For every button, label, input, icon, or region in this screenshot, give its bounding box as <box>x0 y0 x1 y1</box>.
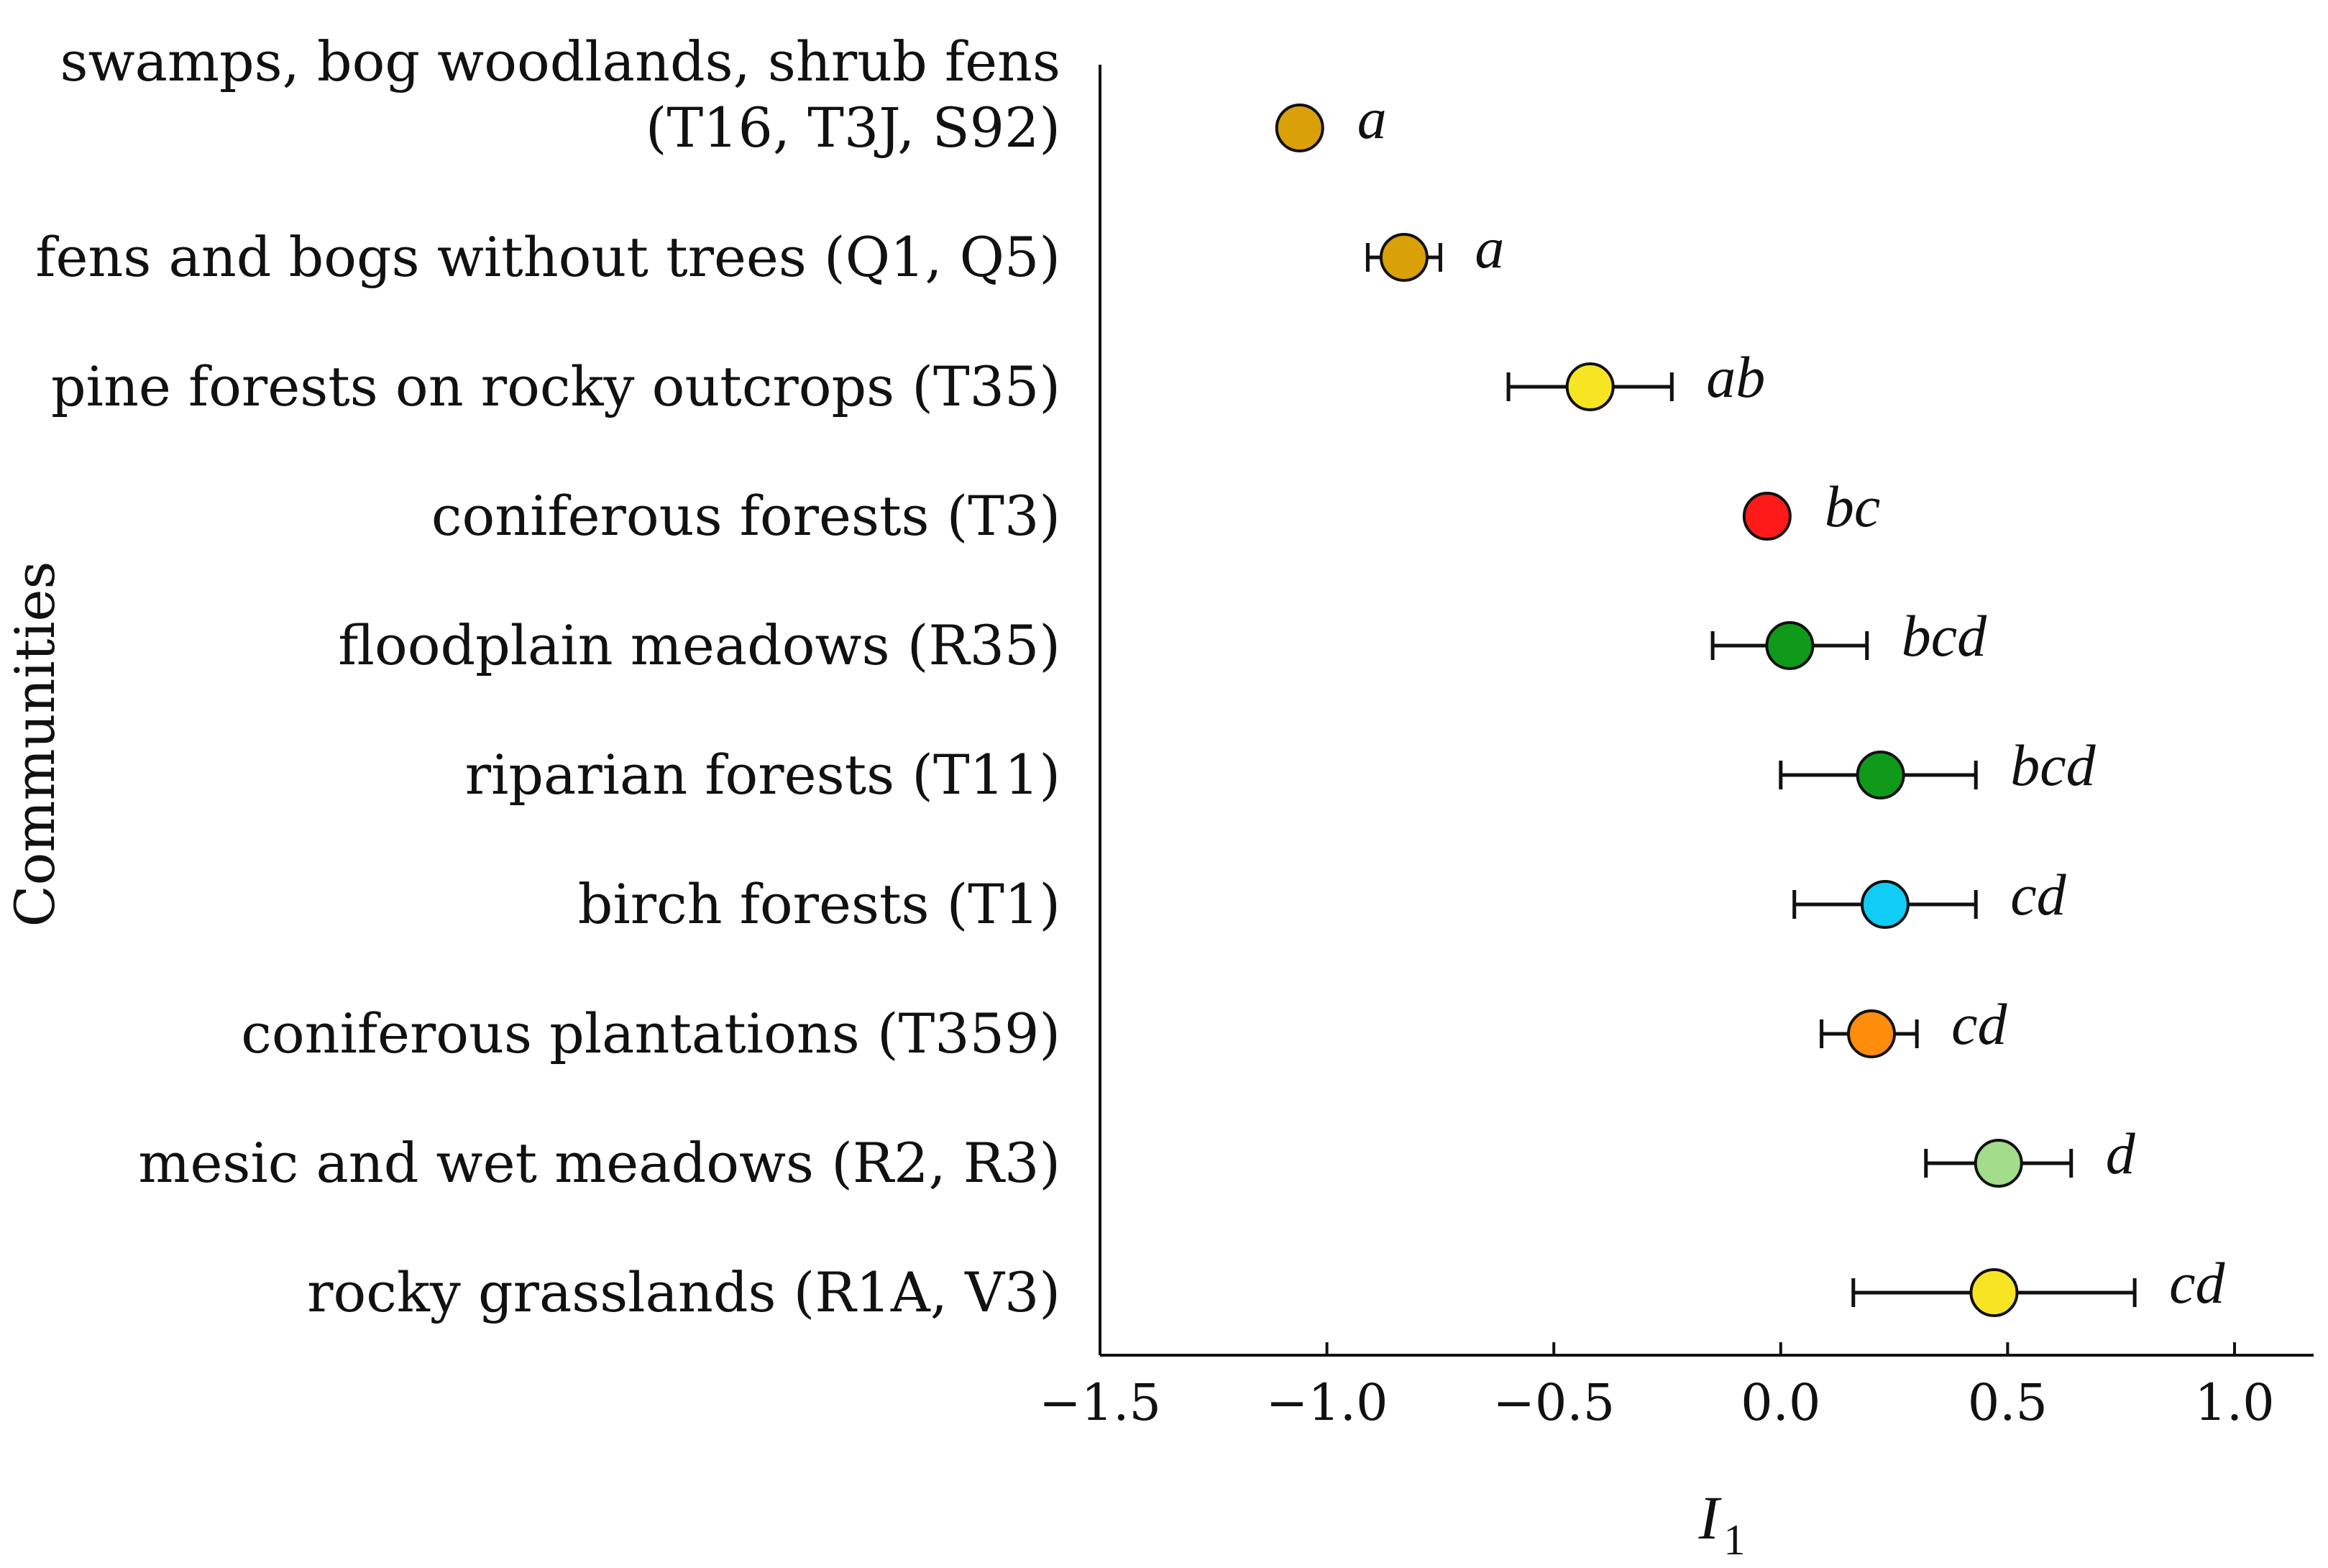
x-axis-title-subscript: 1 <box>1723 1516 1745 1564</box>
group-label: cd <box>1951 991 2007 1057</box>
group-label: cd <box>2169 1250 2225 1316</box>
group-label: a <box>1357 86 1387 151</box>
category-label: birch forests (T1) <box>578 872 1060 936</box>
data-point <box>1742 492 1792 541</box>
data-point <box>1765 621 1815 670</box>
data-point <box>1847 1009 1897 1058</box>
x-tick-label: 0.0 <box>1741 1373 1820 1432</box>
category-label: floodplain meadows (R35) <box>338 613 1060 677</box>
x-tick-label: −1.0 <box>1266 1373 1388 1432</box>
data-point <box>1856 751 1905 799</box>
data-point <box>1565 362 1615 411</box>
group-label: cd <box>2010 862 2066 927</box>
x-axis-title-main: I <box>1698 1483 1722 1552</box>
group-label: d <box>2106 1121 2136 1186</box>
group-label: a <box>1475 215 1504 280</box>
data-point <box>1275 104 1324 152</box>
category-label: riparian forests (T11) <box>465 743 1060 807</box>
data-point <box>1860 880 1910 929</box>
group-label: ab <box>1706 344 1765 410</box>
group-label: bcd <box>2010 733 2096 798</box>
y-axis-title: Communities <box>3 561 67 927</box>
category-label: swamps, bog woodlands, shrub fens <box>60 29 1060 93</box>
category-label: coniferous forests (T3) <box>431 484 1060 548</box>
x-tick-label: 0.5 <box>1968 1373 2048 1432</box>
data-point <box>1969 1268 2019 1317</box>
x-tick-label: 1.0 <box>2194 1373 2274 1432</box>
category-label: mesic and wet meadows (R2, R3) <box>138 1131 1060 1195</box>
data-point <box>1379 233 1429 282</box>
x-tick-label: −1.5 <box>1039 1373 1161 1432</box>
category-label: pine forests on rocky outcrops (T35) <box>51 354 1060 418</box>
group-label: bc <box>1825 474 1880 539</box>
data-point <box>1974 1139 2023 1188</box>
group-label: bcd <box>1902 603 1987 669</box>
x-tick-label: −0.5 <box>1493 1373 1615 1432</box>
category-label: coniferous plantations (T359) <box>241 1001 1060 1065</box>
category-label: (T16, T3J, S92) <box>646 96 1060 160</box>
category-label: rocky grasslands (R1A, V3) <box>307 1260 1060 1324</box>
category-label: fens and bogs without trees (Q1, Q5) <box>35 225 1060 289</box>
